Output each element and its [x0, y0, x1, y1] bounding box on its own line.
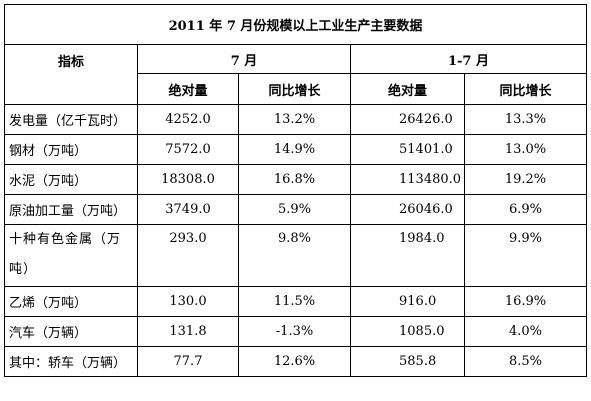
cumulative-absolute: 26426.0 [350, 104, 465, 135]
month-absolute: 130.0 [137, 286, 239, 317]
cumulative-yoy: 4.0% [464, 316, 587, 347]
table-row: 原油加工量（万吨） 3749.0 5.9% 26046.0 6.9% [4, 194, 587, 225]
month-absolute: 293.0 [137, 224, 239, 287]
cumulative-absolute: 585.8 [350, 346, 465, 377]
month-yoy: 12.6% [238, 346, 351, 377]
cumulative-absolute: 26046.0 [350, 194, 465, 225]
cumulative-yoy: 9.9% [464, 224, 587, 287]
month-yoy: -1.3% [238, 316, 351, 347]
cumulative-yoy: 16.9% [464, 286, 587, 317]
cumulative-yoy: 8.5% [464, 346, 587, 377]
month-absolute-header: 绝对量 [137, 73, 239, 105]
indicator-header: 指标 [4, 44, 138, 105]
cumulative-yoy: 19.2% [464, 164, 587, 195]
month-absolute: 3749.0 [137, 194, 239, 225]
table-row: 十种有色金属（万吨） 293.0 9.8% 1984.0 9.9% [4, 224, 587, 287]
cumulative-absolute: 916.0 [350, 286, 465, 317]
month-absolute: 77.7 [137, 346, 239, 377]
indicator-name: 其中：轿车（万辆） [4, 346, 138, 377]
cumulative-absolute-header: 绝对量 [350, 73, 465, 105]
table-row: 钢材（万吨） 7572.0 14.9% 51401.0 13.0% [4, 134, 587, 165]
month-yoy: 13.2% [238, 104, 351, 135]
indicator-name: 原油加工量（万吨） [4, 194, 138, 225]
month-yoy-header: 同比增长 [238, 73, 351, 105]
table-row: 汽车（万辆） 131.8 -1.3% 1085.0 4.0% [4, 316, 587, 347]
indicator-name: 水泥（万吨） [4, 164, 138, 195]
production-table: 2011 年 7 月份规模以上工业生产主要数据 指标 7 月 1-7 月 绝对量… [4, 4, 587, 377]
indicator-name: 汽车（万辆） [4, 316, 138, 347]
indicator-name: 钢材（万吨） [4, 134, 138, 165]
month-yoy: 9.8% [238, 224, 351, 287]
month-yoy: 11.5% [238, 286, 351, 317]
month-absolute: 18308.0 [137, 164, 239, 195]
cumulative-absolute: 113480.0 [350, 164, 465, 195]
table-row: 乙烯（万吨） 130.0 11.5% 916.0 16.9% [4, 286, 587, 317]
month-yoy: 5.9% [238, 194, 351, 225]
month-absolute: 4252.0 [137, 104, 239, 135]
month-absolute: 7572.0 [137, 134, 239, 165]
indicator-name: 十种有色金属（万吨） [4, 224, 138, 287]
table-row: 其中：轿车（万辆） 77.7 12.6% 585.8 8.5% [4, 346, 587, 377]
cumulative-yoy: 13.0% [464, 134, 587, 165]
cumulative-yoy: 13.3% [464, 104, 587, 135]
month-absolute: 131.8 [137, 316, 239, 347]
cumulative-absolute: 1085.0 [350, 316, 465, 347]
table-row: 水泥（万吨） 18308.0 16.8% 113480.0 19.2% [4, 164, 587, 195]
stats-sheet: 2011 年 7 月份规模以上工业生产主要数据 指标 7 月 1-7 月 绝对量… [4, 4, 587, 396]
month-header: 7 月 [137, 44, 351, 74]
cumulative-yoy-header: 同比增长 [464, 73, 587, 105]
cumulative-absolute: 51401.0 [350, 134, 465, 165]
table-row: 发电量（亿千瓦时） 4252.0 13.2% 26426.0 13.3% [4, 104, 587, 135]
indicator-name: 发电量（亿千瓦时） [4, 104, 138, 135]
cumulative-yoy: 6.9% [464, 194, 587, 225]
indicator-name: 乙烯（万吨） [4, 286, 138, 317]
table-title: 2011 年 7 月份规模以上工业生产主要数据 [4, 4, 587, 45]
cumulative-header: 1-7 月 [350, 44, 587, 74]
month-yoy: 16.8% [238, 164, 351, 195]
cumulative-absolute: 1984.0 [350, 224, 465, 287]
month-yoy: 14.9% [238, 134, 351, 165]
